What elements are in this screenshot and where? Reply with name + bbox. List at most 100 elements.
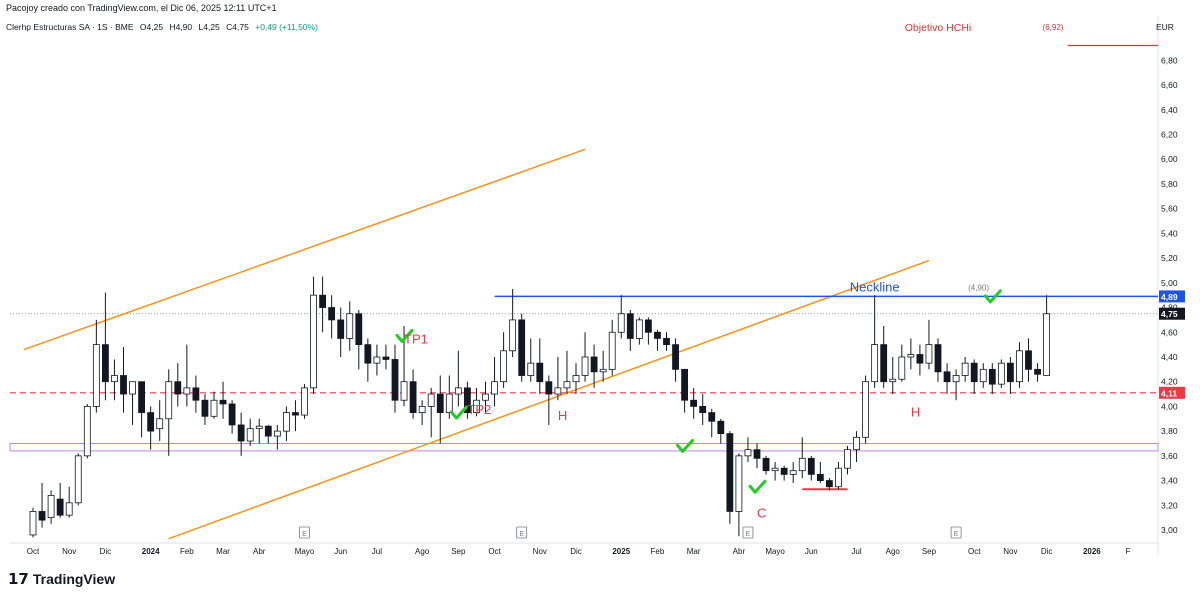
- y-tick-label: 3,80: [1161, 426, 1178, 436]
- channel-upper-line: [23, 148, 586, 351]
- ohlc-close: C4,75: [226, 22, 249, 32]
- candle-body: [599, 368, 607, 373]
- candle-body: [681, 368, 688, 401]
- y-tick-label: 5,20: [1161, 253, 1178, 263]
- candle-body: [889, 378, 897, 383]
- candle-body: [1043, 313, 1050, 376]
- ohlc-change: +0,49 (+11,50%): [255, 22, 318, 32]
- neckline-label: Neckline: [850, 279, 900, 294]
- candle-body: [780, 467, 788, 475]
- candle-body: [735, 455, 743, 512]
- candle-body: [364, 344, 372, 364]
- candle-body: [509, 319, 517, 352]
- candle-body: [463, 387, 471, 413]
- pattern-label: TP2: [467, 402, 491, 417]
- candle-body: [174, 381, 182, 395]
- candle-body: [473, 399, 480, 413]
- candle-body: [798, 457, 806, 472]
- candle-body: [1025, 350, 1032, 370]
- x-tick-label: Nov: [533, 547, 547, 556]
- candle-body: [654, 331, 661, 339]
- candle-body: [47, 494, 55, 519]
- candle-body: [482, 393, 489, 401]
- earnings-marker-label: E: [519, 531, 524, 538]
- y-tick-label: 6,60: [1161, 80, 1178, 90]
- y-tick-label: 4,00: [1161, 401, 1178, 411]
- candle-body: [319, 294, 327, 308]
- candle-body: [816, 473, 824, 481]
- candle-body: [282, 412, 290, 432]
- x-tick-label: Sep: [451, 547, 466, 556]
- candle-body: [952, 375, 960, 383]
- candle-body: [518, 319, 526, 376]
- x-tick-label: Mar: [216, 547, 230, 556]
- candle-body: [273, 430, 281, 437]
- ohlc-high: H4,90: [169, 22, 193, 32]
- x-tick-label: Feb: [651, 547, 665, 556]
- candle-body: [192, 387, 200, 401]
- check-icon: [983, 289, 1002, 304]
- candle-body: [961, 362, 969, 376]
- candle-body: [988, 368, 996, 385]
- candle-body: [346, 313, 354, 339]
- x-tick-label: Dic: [1041, 547, 1053, 556]
- check-icon: [748, 479, 767, 494]
- check-icon: [676, 438, 695, 453]
- candle-body: [74, 455, 82, 504]
- candle-body: [409, 381, 417, 413]
- candle-body: [608, 331, 616, 370]
- candle-body: [445, 393, 453, 413]
- candle-body: [554, 387, 562, 395]
- tradingview-wordmark: TradingView: [32, 571, 116, 587]
- candle-body: [183, 387, 191, 395]
- candle-body: [690, 399, 698, 407]
- candle-body: [491, 381, 498, 395]
- candle-body: [997, 362, 1005, 385]
- candle-body: [916, 354, 924, 364]
- candle-body: [436, 393, 444, 413]
- pattern-label: C: [757, 506, 766, 521]
- tradingview-logo: 𝟭𝟳 TradingView: [8, 570, 115, 588]
- candle-body: [292, 412, 299, 416]
- candle-body: [156, 418, 164, 430]
- candle-body: [753, 449, 761, 459]
- candle-body: [898, 356, 906, 380]
- y-tick-label: 5,80: [1161, 179, 1178, 189]
- check-icon: [395, 328, 414, 343]
- candle-body: [862, 381, 869, 438]
- x-tick-label: Jun: [805, 547, 818, 556]
- candle-body: [355, 313, 363, 346]
- candle-body: [246, 428, 254, 442]
- candle-body: [328, 307, 336, 321]
- candle-body: [310, 294, 317, 389]
- candle-body: [120, 375, 127, 395]
- neckline-value-ref: (4,90): [968, 283, 989, 292]
- candle-body: [1007, 362, 1014, 383]
- x-tick-label: Ago: [415, 547, 430, 556]
- candle-body: [129, 381, 136, 395]
- price-label-box: [1159, 307, 1185, 320]
- candle-body: [907, 354, 915, 358]
- candle-body: [147, 412, 155, 432]
- candle-body: [1016, 350, 1023, 383]
- candle-body: [219, 399, 227, 405]
- candle-body: [970, 362, 978, 383]
- y-tick-label: 4,60: [1161, 327, 1178, 337]
- candle-body: [871, 344, 879, 383]
- candle-body: [699, 406, 707, 413]
- candle-body: [663, 338, 670, 346]
- x-tick-label: 2025: [612, 547, 630, 556]
- x-tick-label: Oct: [488, 547, 501, 556]
- support-zone: [9, 442, 1159, 452]
- candle-body: [500, 350, 508, 383]
- y-tick-label: 4,40: [1161, 352, 1178, 362]
- pattern-label: H: [911, 404, 920, 419]
- candle-body: [111, 375, 118, 383]
- candle-body: [29, 511, 37, 536]
- candle-body: [527, 362, 535, 376]
- candle-body: [65, 502, 73, 516]
- candle-body: [617, 313, 625, 333]
- y-tick-label: 3,40: [1161, 476, 1178, 486]
- y-tick-label: 6,00: [1161, 154, 1178, 164]
